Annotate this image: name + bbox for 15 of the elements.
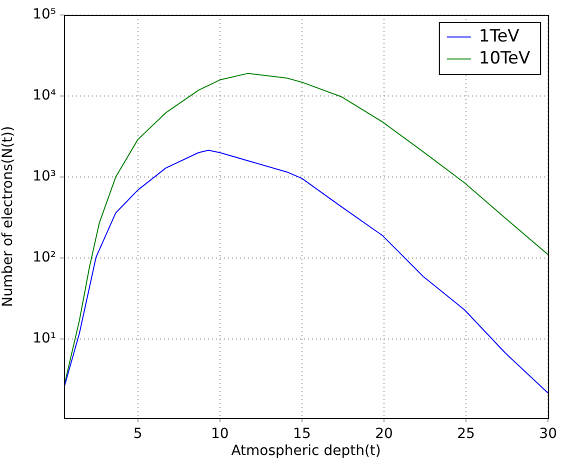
y-tick-label: 10⁴ <box>32 88 56 104</box>
x-axis-title: Atmospheric depth(t) <box>231 443 381 460</box>
y-axis-title: Number of electrons(N(t)) <box>0 126 16 307</box>
legend-label: 1TeV <box>478 26 520 46</box>
x-tick-label: 20 <box>375 426 393 442</box>
x-tick-label: 25 <box>457 426 475 442</box>
x-tick-label: 5 <box>133 426 142 442</box>
y-tick-label: 10⁵ <box>32 6 56 23</box>
legend-label: 10TeV <box>478 48 530 68</box>
y-tick-label: 10² <box>32 250 56 266</box>
x-tick-label: 10 <box>210 426 229 442</box>
y-tick-label: 10³ <box>32 168 56 185</box>
x-tick-label: 15 <box>293 426 311 442</box>
y-tick-label: 10¹ <box>32 330 56 347</box>
x-tick-label: 30 <box>539 426 558 442</box>
